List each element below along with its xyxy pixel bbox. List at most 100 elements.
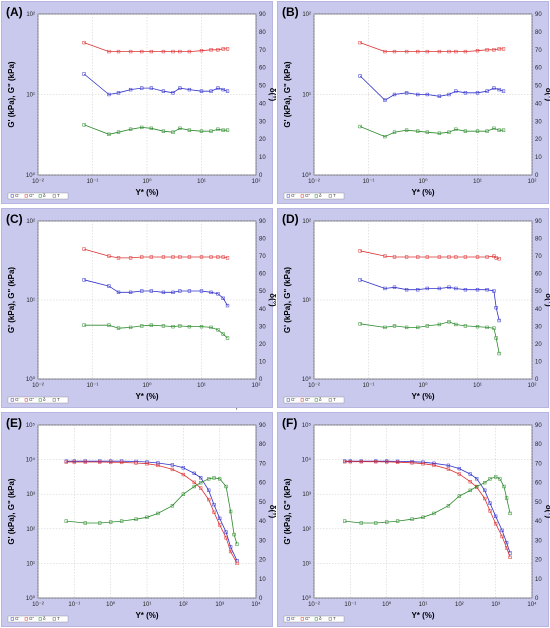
data-point [425,324,429,328]
y-tick-label: 10⁵ [26,422,36,429]
data-point [485,129,489,133]
y2-tick-label: 60 [535,272,542,278]
legend-marker [10,194,14,198]
data-point [468,472,472,476]
x-tick-label: 10⁴ [251,601,261,608]
data-point [358,278,362,282]
y2-axis-label: δ(°) [268,505,277,519]
series-line [344,461,511,558]
data-point [494,522,498,526]
data-point [209,48,213,52]
data-point [432,463,436,467]
y2-tick-label: 40 [259,307,266,313]
data-point [492,326,496,330]
legend-label: G' [15,193,20,198]
y-axis-label: G' (kPa), G" (kPa) [7,267,16,333]
y2-tick-label: 0 [535,596,539,602]
y2-tick-label: 90 [535,423,542,429]
legend-label: G" [305,397,311,402]
data-point [437,286,442,291]
data-point [192,471,196,476]
data-point [181,466,185,470]
y-tick-label: 10¹ [26,561,35,567]
y2-tick-label: 10 [259,577,266,583]
data-point [128,325,133,330]
y2-axis-label: δ(°) [268,293,277,307]
legend-marker [52,617,56,621]
data-point [504,540,509,545]
y-tick-label: 10⁵ [302,422,312,429]
series-line [344,460,511,554]
legend-label: G' [291,616,296,621]
data-point [209,325,213,330]
legend-marker [24,617,28,621]
data-point [463,91,468,95]
data-point [181,472,185,477]
y-tick-label: 10⁴ [302,457,312,464]
x-tick-label: 10¹ [197,383,206,389]
data-point [358,322,362,326]
y2-tick-label: 90 [535,12,542,18]
data-point [447,92,451,97]
legend-marker [10,398,14,402]
y2-tick-label: 80 [259,237,266,243]
y2-tick-label: 50 [259,84,266,90]
panel-label: (B) [282,5,299,19]
y2-tick-label: 40 [535,101,542,107]
chart-svg: 10⁻² 10⁻¹ 10⁰ 10¹ 10²10⁰10¹10²01020304050607… [7,12,277,200]
data-point [454,89,458,93]
y2-tick-label: 20 [535,137,542,143]
data-point [187,289,192,293]
data-point [216,86,220,90]
y2-tick-label: 70 [535,461,542,467]
y-tick-label: 10³ [302,492,311,498]
series-line [83,73,228,95]
legend-marker [286,617,290,621]
y-tick-label: 10¹ [26,93,35,99]
data-point [457,466,461,471]
data-point [98,460,102,464]
data-point [171,324,175,329]
data-point [64,460,68,464]
y2-tick-label: 40 [535,519,542,525]
y-tick-label: 10⁰ [26,376,36,383]
x-axis-label: Y* (%) [135,392,158,401]
y2-tick-label: 30 [259,119,266,125]
data-point [508,511,512,516]
chart-svg: 10⁻² 10⁻¹ 10⁰ 10¹ 10²10⁰10¹10²01020304050607… [283,12,550,200]
y2-tick-label: 0 [259,173,263,179]
legend-marker [314,398,318,402]
data-point [225,128,230,132]
data-point [374,460,378,464]
y2-tick-label: 60 [535,66,542,72]
data-point [457,472,461,476]
data-point [488,501,492,505]
data-point [82,72,86,76]
y-tick-label: 10³ [26,492,35,498]
data-point [116,91,121,95]
data-point [221,296,225,300]
data-point [212,510,216,514]
data-point [410,461,414,465]
data-point [437,94,442,98]
data-point [475,288,480,292]
x-tick-label: 10⁰ [382,601,392,608]
data-point [463,288,468,292]
panel-label: (E) [6,416,22,430]
data-point [454,49,458,54]
data-point [454,322,458,327]
legend-label: G" [29,193,35,198]
y-tick-label: 10⁴ [26,457,36,464]
y2-tick-label: 10 [535,155,542,161]
data-point [140,125,144,130]
data-point [232,532,236,537]
data-point [107,254,111,258]
x-tick-label: 10¹ [473,383,482,389]
data-point [140,324,144,328]
legend-label: G' [15,616,20,621]
data-point [404,49,409,54]
data-point [140,255,144,259]
x-tick-label: 10³ [491,602,500,608]
x-tick-label: 10² [528,179,537,185]
y2-tick-label: 20 [259,137,266,143]
